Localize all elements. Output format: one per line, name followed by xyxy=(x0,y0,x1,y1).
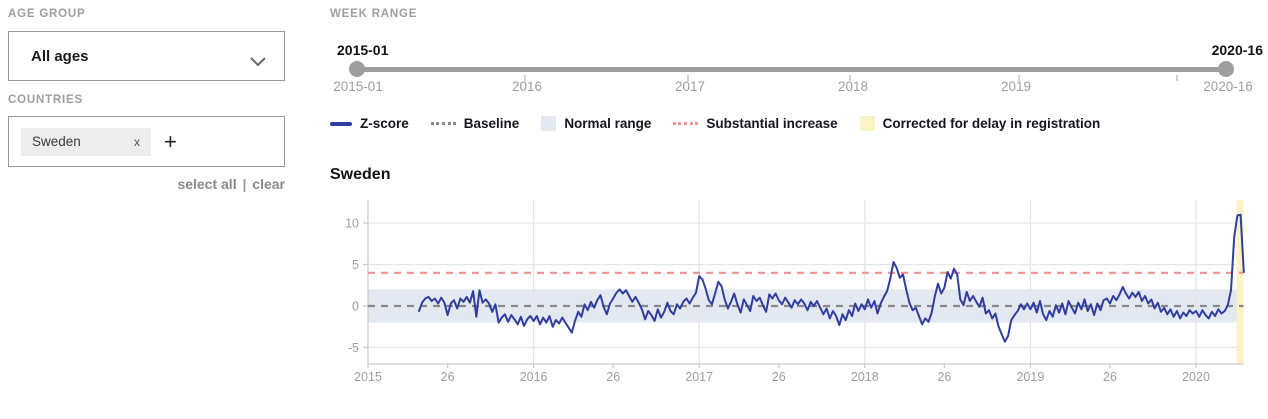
x-tick-label: 2018 xyxy=(851,370,879,384)
country-list-links: select all | clear xyxy=(8,176,285,192)
select-all-link[interactable]: select all xyxy=(177,176,237,192)
x-tick-label: 26 xyxy=(606,370,620,384)
x-tick-label: 26 xyxy=(937,370,951,384)
countries-label: COUNTRIES xyxy=(8,94,83,106)
slider-tick xyxy=(1018,75,1020,81)
slider-tick xyxy=(849,75,851,81)
chart-legend: Z-score Baseline Normal range Substantia… xyxy=(330,116,1100,131)
slider-handle-start[interactable] xyxy=(349,61,365,77)
baseline-dash-swatch xyxy=(430,122,456,125)
slider-axis-label: 2020-16 xyxy=(1203,79,1253,94)
slider-axis-label: 2017 xyxy=(674,79,706,94)
range-end-value: 2020-16 xyxy=(1211,42,1263,58)
legend-label: Normal range xyxy=(564,116,652,131)
y-tick-label: -5 xyxy=(348,341,359,355)
x-tick-label: 26 xyxy=(772,370,786,384)
chart-title: Sweden xyxy=(330,166,391,183)
remove-country-icon[interactable]: x xyxy=(134,134,140,149)
corrected-delay-swatch xyxy=(859,116,875,131)
y-tick-label: 0 xyxy=(352,300,359,314)
legend-item-corrected-delay: Corrected for delay in registration xyxy=(859,116,1101,131)
legend-item-baseline: Baseline xyxy=(430,116,520,131)
week-range-slider: 2015-01 2020-16 2015-01 2016 2017 2018 2019 2… xyxy=(330,20,1268,104)
slider-tick xyxy=(524,75,526,81)
links-separator: | xyxy=(242,176,247,192)
x-tick-label: 2017 xyxy=(685,370,713,384)
countries-multiselect[interactable]: Sweden x + xyxy=(8,116,285,167)
legend-label: Z-score xyxy=(360,116,409,131)
age-group-select[interactable]: All ages xyxy=(8,31,285,81)
x-tick-label: 2019 xyxy=(1016,370,1044,384)
legend-label: Substantial increase xyxy=(706,116,838,131)
country-tag-sweden: Sweden x xyxy=(21,127,151,156)
zscore-chart: 10 5 0 -5 2015 26 2016 26 2017 26 2018 26 2019 26 2020 xyxy=(345,200,1245,384)
x-tick-label: 2016 xyxy=(520,370,548,384)
week-range-label: WEEK RANGE xyxy=(330,8,418,20)
legend-item-normal-range: Normal range xyxy=(541,116,651,131)
zscore-line-swatch xyxy=(330,121,352,126)
x-tick-label: 2020 xyxy=(1182,370,1210,384)
slider-axis-label: 2018 xyxy=(837,79,869,94)
age-group-value: All ages xyxy=(31,47,89,65)
add-country-button[interactable]: + xyxy=(164,128,177,154)
substantial-increase-dash-swatch xyxy=(673,122,699,125)
slider-handle-end[interactable] xyxy=(1218,61,1234,77)
slider-tick xyxy=(1176,75,1178,81)
y-tick-label: 10 xyxy=(345,217,359,231)
legend-label: Corrected for delay in registration xyxy=(882,116,1101,131)
clear-link[interactable]: clear xyxy=(252,176,285,192)
chevron-down-icon xyxy=(250,53,266,71)
range-start-value: 2015-01 xyxy=(337,42,389,58)
country-tag-label: Sweden xyxy=(32,134,81,149)
slider-axis-label: 2015-01 xyxy=(333,79,383,94)
corrected-delay-band xyxy=(1236,200,1244,364)
filters-sidebar: AGE GROUP All ages COUNTRIES Sweden x + … xyxy=(8,8,285,192)
week-range-section: WEEK RANGE 2015-01 2020-16 2015-01 2016 20… xyxy=(330,8,1268,104)
normal-range-swatch xyxy=(541,116,557,131)
zscore-line xyxy=(418,213,1245,343)
legend-item-substantial-increase: Substantial increase xyxy=(673,116,838,131)
slider-axis-label: 2019 xyxy=(1000,79,1032,94)
slider-tick xyxy=(687,75,689,81)
x-tick-label: 26 xyxy=(441,370,455,384)
y-tick-label: 5 xyxy=(352,258,359,272)
slider-axis-label: 2016 xyxy=(511,79,543,94)
x-tick-label: 26 xyxy=(1103,370,1117,384)
age-group-label: AGE GROUP xyxy=(8,8,86,20)
slider-track[interactable] xyxy=(355,67,1226,72)
x-tick-label: 2015 xyxy=(354,370,382,384)
legend-item-zscore: Z-score xyxy=(330,116,409,131)
legend-label: Baseline xyxy=(463,116,520,131)
